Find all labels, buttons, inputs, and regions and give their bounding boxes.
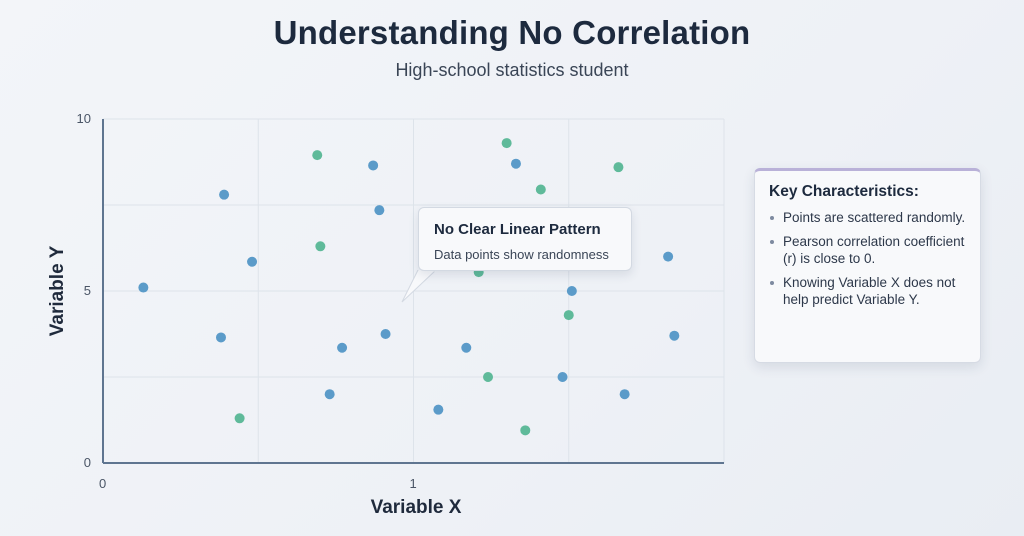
list-item: Pearson correlation coefficient (r) is c…: [769, 233, 966, 268]
data-point: [324, 389, 335, 400]
data-point: [380, 329, 391, 339]
data-point: [510, 158, 521, 169]
data-point: [461, 342, 472, 353]
data-point: [433, 404, 444, 415]
data-point: [501, 138, 512, 149]
y-axis-label: Variable Y: [47, 245, 68, 337]
x-tick-label: 1: [409, 476, 417, 491]
key-characteristics-panel: Key Characteristics: Points are scattere…: [754, 168, 981, 363]
list-item-text: Knowing Variable X does not help predict…: [783, 274, 956, 308]
data-point: [669, 330, 680, 341]
data-point: [374, 205, 385, 216]
list-item-text: Points are scattered randomly.: [783, 210, 966, 225]
data-point: [483, 372, 494, 382]
bullet-icon: [770, 216, 774, 220]
data-point: [337, 342, 348, 353]
data-point: [215, 332, 226, 343]
list-item: Knowing Variable X does not help predict…: [769, 274, 966, 309]
panel-title: Key Characteristics:: [769, 183, 919, 200]
list-item-text: Pearson correlation coefficient (r) is c…: [783, 233, 965, 267]
data-point: [138, 282, 149, 293]
y-tick-label: 0: [83, 455, 91, 470]
data-point: [535, 184, 546, 195]
data-point: [247, 256, 258, 267]
annotation-callout: No Clear Linear Pattern Data points show…: [418, 207, 632, 271]
callout-pointer: [401, 270, 437, 303]
bullet-icon: [770, 239, 774, 244]
data-point: [219, 189, 230, 200]
data-point: [663, 251, 674, 262]
y-tick-label: 5: [83, 283, 91, 298]
callout-title: No Clear Linear Pattern: [434, 221, 601, 238]
data-point: [613, 162, 624, 173]
data-point: [619, 389, 630, 400]
data-point: [563, 310, 574, 321]
data-point: [566, 286, 577, 296]
callout-text: Data points show randomness: [434, 247, 609, 262]
x-tick-label: 0: [99, 476, 107, 491]
data-point: [312, 150, 323, 161]
data-point: [557, 372, 568, 382]
x-axis-label: Variable X: [370, 497, 462, 518]
data-point: [520, 425, 531, 436]
characteristics-list: Points are scattered randomly. Pearson c…: [769, 209, 966, 309]
bullet-icon: [770, 280, 774, 285]
data-point: [368, 160, 379, 171]
data-point: [234, 413, 245, 424]
data-point: [315, 241, 326, 252]
chart-subtitle: High-school statistics student: [395, 60, 629, 80]
list-item: Points are scattered randomly.: [769, 209, 966, 227]
y-tick-label: 10: [76, 111, 91, 126]
chart-title: Understanding No Correlation: [273, 14, 751, 51]
